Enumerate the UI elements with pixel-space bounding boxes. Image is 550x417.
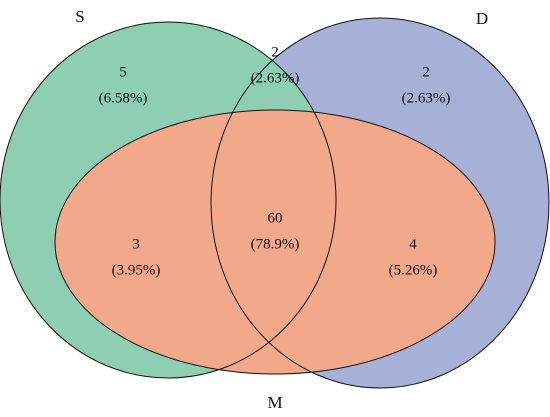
region-count: 4 xyxy=(409,236,417,252)
region-percent: (2.63%) xyxy=(402,90,451,106)
set-d-outline xyxy=(210,17,550,389)
region-percent: (2.63%) xyxy=(251,70,300,86)
set-label: D xyxy=(476,9,488,28)
region-count: 2 xyxy=(271,44,279,60)
region-percent: (3.95%) xyxy=(112,262,161,278)
region-percent: (6.58%) xyxy=(99,90,148,106)
set-m-outline xyxy=(54,109,496,375)
region-percent: (78.9%) xyxy=(251,236,300,252)
region-count: 3 xyxy=(132,236,140,252)
set-s-outline xyxy=(0,21,337,379)
region-count: 2 xyxy=(422,64,430,80)
set-m-area xyxy=(55,110,495,374)
region-percent: (5.26%) xyxy=(389,262,438,278)
set-label: S xyxy=(75,7,84,26)
set-label: M xyxy=(267,393,282,412)
region-count: 5 xyxy=(119,64,127,80)
region-count: 60 xyxy=(268,210,283,226)
